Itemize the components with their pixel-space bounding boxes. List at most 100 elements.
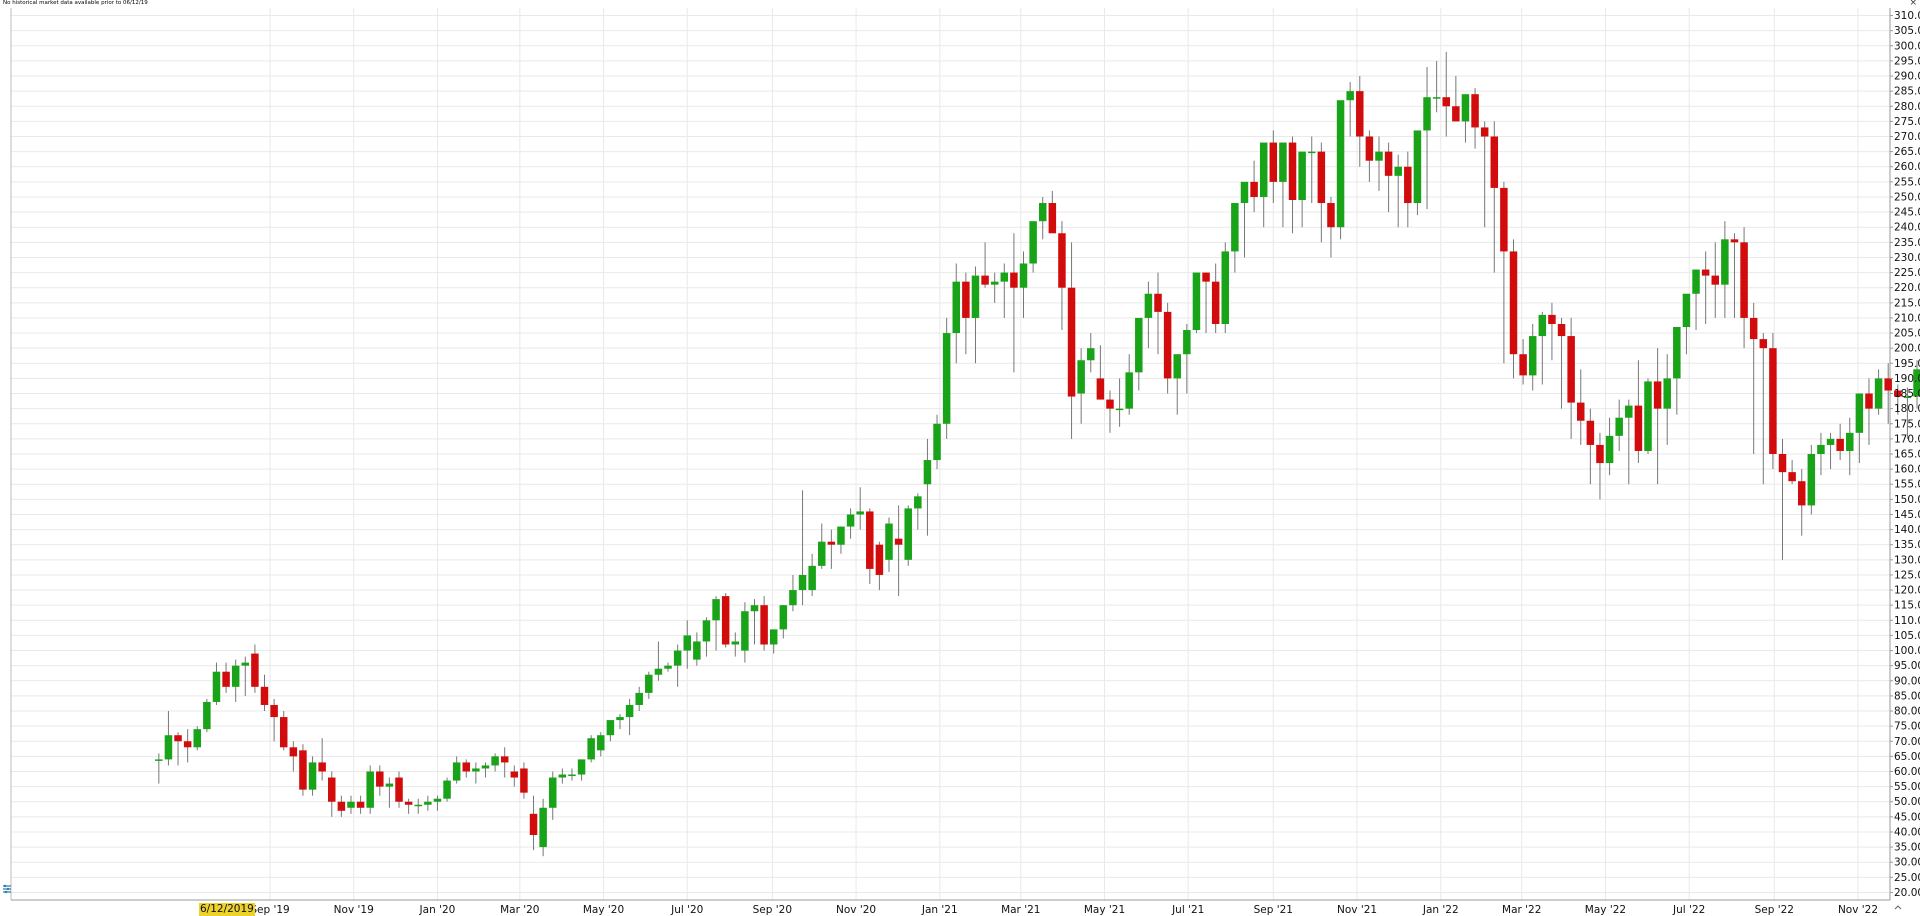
candle	[962, 272, 970, 355]
candle-body-up	[155, 759, 163, 761]
candle	[1769, 333, 1777, 470]
candle	[1557, 317, 1566, 409]
candle-body-down	[1894, 390, 1902, 397]
candle-body-up	[1173, 354, 1181, 379]
candle-body-up	[164, 735, 173, 760]
candle	[1461, 94, 1470, 143]
candle-body-down	[1701, 269, 1710, 276]
candle-body-down	[1010, 272, 1018, 288]
x-tick-label: Sep '21	[1254, 904, 1293, 916]
scroll-arrow-icon[interactable]	[1894, 905, 1902, 910]
candle	[1903, 387, 1912, 439]
y-tick-label: 235.00	[1894, 237, 1920, 249]
y-tick-label: 240.00	[1894, 222, 1920, 234]
x-tick-label: Jul '20	[670, 904, 703, 916]
y-tick-label: 150.00	[1894, 494, 1920, 506]
candle	[1509, 239, 1518, 379]
candle	[885, 517, 893, 572]
candle-body-down	[318, 762, 326, 772]
candle	[1797, 469, 1806, 536]
candle	[270, 698, 278, 742]
candle-body-up	[1125, 372, 1133, 409]
candle-body-up	[971, 275, 980, 318]
candle	[203, 698, 211, 733]
y-tick-label: 90.00	[1894, 675, 1920, 687]
candle-body-down	[1797, 481, 1806, 506]
y-tick-label: 310.00	[1894, 10, 1920, 22]
candle	[1375, 136, 1383, 191]
y-tick-label: 30.00	[1894, 857, 1920, 869]
candle-body-down	[1557, 323, 1566, 337]
candle-body-down	[1288, 142, 1297, 201]
candle-body-up	[597, 735, 605, 751]
candle	[673, 644, 682, 687]
y-tick-label: 60.00	[1894, 766, 1920, 778]
y-tick-label: 55.00	[1894, 781, 1920, 793]
candle-body-up	[654, 668, 663, 675]
y-tick-label: 85.00	[1894, 690, 1920, 702]
crosshair-tool-icon[interactable]	[2, 884, 12, 894]
candle-body-up	[616, 717, 624, 721]
candle-body-down	[289, 747, 298, 757]
candle-body-up	[1846, 432, 1854, 451]
candle-body-up	[212, 671, 221, 702]
candle-body-down	[1596, 444, 1604, 464]
candle	[616, 714, 624, 730]
y-tick-label: 275.00	[1894, 116, 1920, 128]
candle	[1173, 354, 1181, 415]
candle-body-up	[1625, 405, 1633, 418]
candle-body-up	[712, 599, 720, 621]
candle	[164, 711, 173, 766]
candle-body-down	[1548, 314, 1556, 324]
candle-body-down	[1096, 378, 1105, 400]
x-tick-label: Jul '22	[1672, 904, 1705, 916]
candle-body-down	[827, 541, 836, 545]
candle-body-down	[1653, 381, 1662, 409]
candle	[1135, 317, 1143, 391]
candle	[1019, 251, 1028, 318]
candle	[1701, 251, 1710, 324]
y-tick-label: 260.00	[1894, 161, 1920, 173]
candle-body-up	[741, 611, 749, 651]
candle-body-down	[1865, 393, 1873, 409]
candle-body-down	[520, 768, 528, 793]
candle	[1231, 203, 1239, 273]
y-tick-label: 105.00	[1894, 630, 1920, 642]
x-tick-label: Nov '22	[1838, 904, 1878, 916]
candle	[693, 632, 701, 666]
candle-body-up	[1721, 239, 1729, 285]
y-axis-ticks: 20.00 25.00 30.00 35.00 40.00 45.00 50.00 55.00…	[1890, 10, 1920, 899]
candle	[1826, 432, 1835, 470]
candle	[404, 798, 413, 814]
candle	[702, 617, 711, 657]
candle	[1846, 417, 1854, 476]
candle-body-up	[203, 701, 211, 730]
candle	[1721, 221, 1729, 318]
y-tick-label: 210.00	[1894, 312, 1920, 324]
candle	[760, 596, 768, 651]
candle	[625, 698, 634, 736]
candle	[1183, 323, 1191, 394]
candle	[1279, 142, 1287, 228]
candle	[539, 798, 547, 857]
candle	[1586, 408, 1595, 485]
candle-body-down	[1404, 166, 1412, 204]
candle-body-up	[904, 508, 912, 560]
candle	[452, 756, 461, 784]
y-tick-label: 220.00	[1894, 282, 1920, 294]
candle-body-down	[894, 538, 903, 545]
candle	[222, 662, 230, 693]
candle-body-up	[990, 281, 999, 285]
candle-body-up	[1673, 327, 1681, 379]
candle-body-up	[231, 665, 240, 687]
candle	[1596, 432, 1604, 500]
candle	[1346, 82, 1354, 137]
candle-body-down	[1740, 242, 1748, 318]
y-tick-label: 80.00	[1894, 706, 1920, 718]
candle-body-up	[952, 281, 961, 334]
candle-body-up	[664, 665, 672, 669]
candle-body-up	[923, 460, 932, 485]
candle-body-down	[1567, 336, 1575, 403]
close-icon[interactable]: ×	[1909, 0, 1917, 8]
